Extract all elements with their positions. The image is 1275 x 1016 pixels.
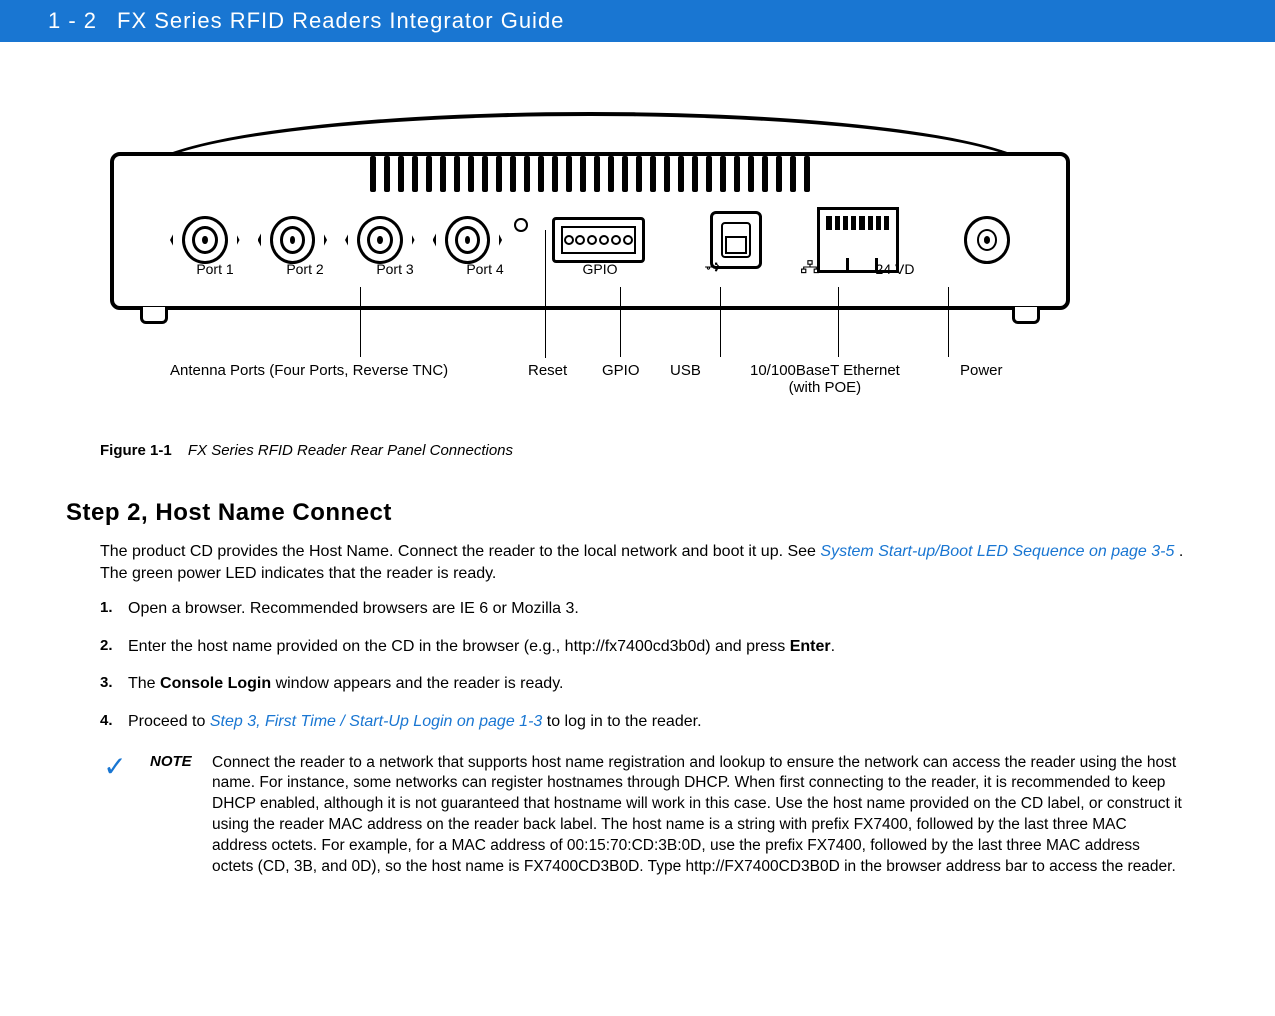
intro-paragraph: The product CD provides the Host Name. C… — [100, 541, 1215, 584]
step-item-3: The Console Login window appears and the… — [100, 673, 1215, 695]
step-item-4: Proceed to Step 3, First Time / Start-Up… — [100, 711, 1215, 733]
step-item-2: Enter the host name provided on the CD i… — [100, 636, 1215, 658]
step-2-post: . — [831, 638, 835, 655]
callout-reset: Reset — [528, 362, 567, 379]
usb-symbol-icon — [670, 260, 760, 277]
callout-antenna: Antenna Ports (Four Ports, Reverse TNC) — [170, 362, 448, 379]
step-4-post: to log in to the reader. — [542, 713, 701, 730]
power-jack-icon — [964, 216, 1011, 264]
label-port3: Port 3 — [350, 261, 440, 277]
figure-label: Figure 1-1 — [100, 442, 172, 459]
console-login-term: Console Login — [160, 675, 271, 692]
device-diagram: Port 1 Port 2 Port 3 Port 4 GPIO 24 VD — [100, 112, 1080, 342]
figure-title: FX Series RFID Reader Rear Panel Connect… — [188, 442, 513, 459]
callout-power: Power — [960, 362, 1003, 379]
note-block: ✓ NOTE Connect the reader to a network t… — [100, 753, 1215, 879]
reset-hole-icon — [514, 218, 528, 232]
gpio-connector-icon — [552, 217, 645, 263]
figure-1-1: Port 1 Port 2 Port 3 Port 4 GPIO 24 VD A… — [100, 112, 1080, 432]
label-power-panel: 24 VD — [860, 261, 930, 277]
link-system-startup[interactable]: System Start-up/Boot LED Sequence on pag… — [820, 543, 1174, 560]
step-4-pre: Proceed to — [128, 713, 210, 730]
label-gpio: GPIO — [530, 261, 670, 277]
intro-text-pre: The product CD provides the Host Name. C… — [100, 543, 820, 560]
callout-ethernet: 10/100BaseT Ethernet (with POE) — [750, 362, 900, 396]
step-list: Open a browser. Recommended browsers are… — [100, 598, 1215, 732]
step-3-post: window appears and the reader is ready. — [271, 675, 563, 692]
label-port1: Port 1 — [170, 261, 260, 277]
note-label: NOTE — [150, 753, 192, 879]
network-symbol-icon — [760, 260, 860, 277]
step-2-pre: Enter the host name provided on the CD i… — [128, 638, 790, 655]
step-item-1: Open a browser. Recommended browsers are… — [100, 598, 1215, 620]
enter-key-term: Enter — [790, 638, 831, 655]
note-text: Connect the reader to a network that sup… — [212, 753, 1185, 879]
step-1-text: Open a browser. Recommended browsers are… — [128, 600, 579, 617]
callout-gpio: GPIO — [602, 362, 640, 379]
link-step-3[interactable]: Step 3, First Time / Start-Up Login on p… — [210, 713, 542, 730]
label-port4: Port 4 — [440, 261, 530, 277]
page-title: FX Series RFID Readers Integrator Guide — [117, 8, 564, 34]
page-header: 1 - 2 FX Series RFID Readers Integrator … — [0, 0, 1275, 42]
step-2-heading: Step 2, Host Name Connect — [66, 499, 1215, 527]
page-number: 1 - 2 — [48, 8, 97, 34]
figure-caption: Figure 1-1 FX Series RFID Reader Rear Pa… — [100, 442, 1215, 459]
callout-usb: USB — [670, 362, 701, 379]
label-port2: Port 2 — [260, 261, 350, 277]
step-3-pre: The — [128, 675, 160, 692]
check-icon: ✓ — [100, 753, 130, 879]
